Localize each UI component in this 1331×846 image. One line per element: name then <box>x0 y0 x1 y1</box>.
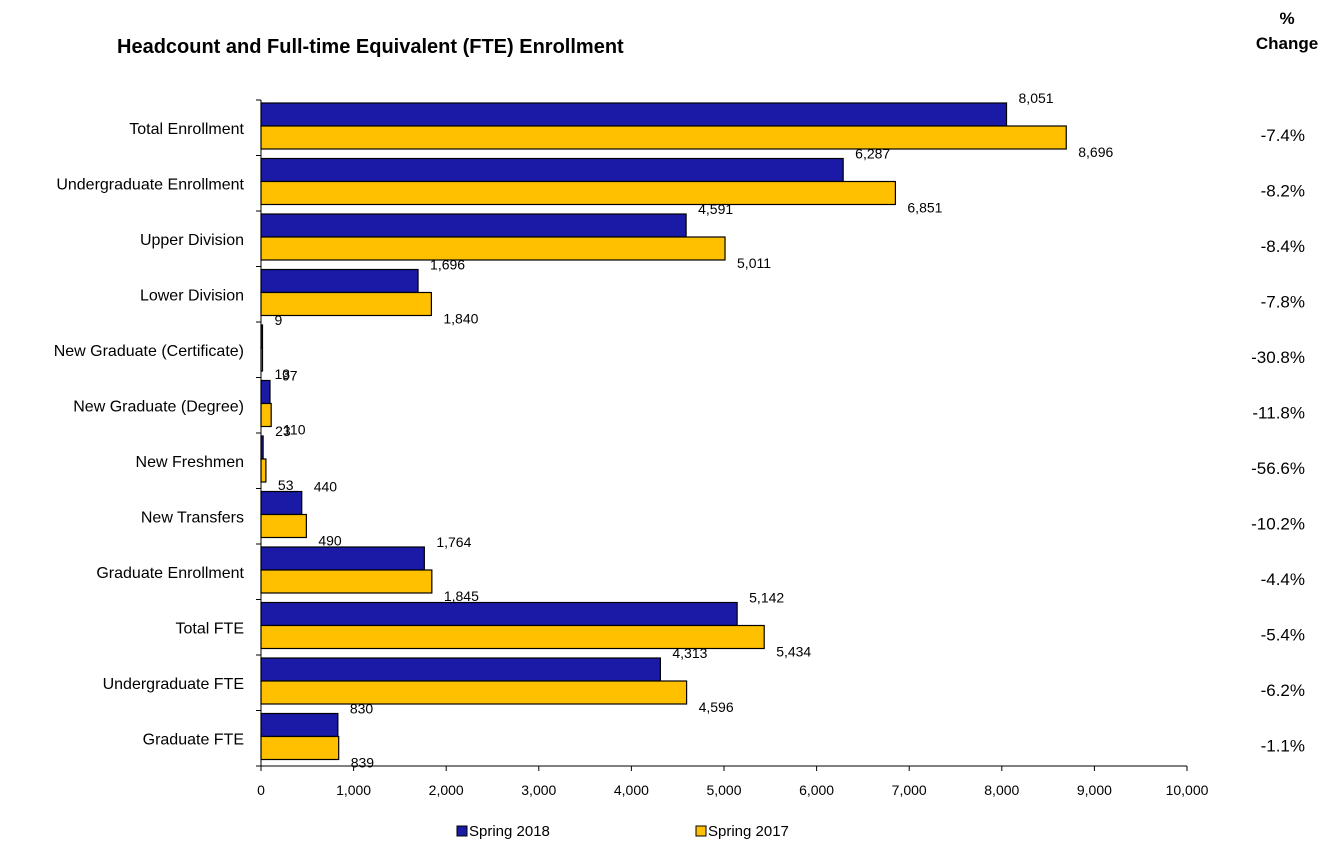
pct-change-undergraduate-enrollment: -8.2% <box>1261 181 1305 200</box>
bar-new-graduate-degree-spring-2018 <box>260 379 271 405</box>
value-label-new-graduate-certificate-spring-2017: 13 <box>275 366 291 382</box>
legend-swatch-spring-2018 <box>456 825 468 837</box>
bar-graduate-fte-spring-2017 <box>260 735 340 761</box>
value-label-graduate-fte-spring-2018: 830 <box>350 701 374 717</box>
value-label-undergraduate-enrollment-spring-2017: 6,851 <box>907 200 942 216</box>
category-label-total-fte: Total FTE <box>176 620 244 637</box>
value-label-new-graduate-degree-spring-2017: 110 <box>283 422 306 438</box>
x-tick-label: 7,000 <box>892 782 927 798</box>
value-label-total-fte-spring-2018: 5,142 <box>749 590 784 606</box>
bar-undergraduate-fte-spring-2018 <box>260 657 661 682</box>
legend-label-spring-2017: Spring 2017 <box>708 823 789 840</box>
category-label-new-graduate-degree: New Graduate (Degree) <box>73 398 244 415</box>
pct-change-total-fte: -5.4% <box>1261 625 1305 644</box>
category-label-upper-division: Upper Division <box>140 232 244 249</box>
value-label-upper-division-spring-2017: 5,011 <box>737 255 771 271</box>
x-tick-label: 6,000 <box>799 782 834 798</box>
value-label-total-fte-spring-2017: 5,434 <box>776 644 811 660</box>
x-tick-label: 5,000 <box>706 782 741 798</box>
bar-upper-division-spring-2018 <box>260 213 687 238</box>
pct-change-header-line2: Change <box>1256 34 1318 53</box>
category-label-graduate-enrollment: Graduate Enrollment <box>96 565 244 582</box>
value-label-undergraduate-fte-spring-2018: 4,313 <box>672 645 707 661</box>
plot-area: 8,051 8,696 Total Enrollment -7.4% 6,287 6,85… <box>54 90 1305 798</box>
pct-change-lower-division: -7.8% <box>1261 292 1305 311</box>
chart-title: Headcount and Full-time Equivalent (FTE)… <box>117 36 624 58</box>
bar-undergraduate-enrollment-spring-2017 <box>260 180 897 206</box>
category-label-new-freshmen: New Freshmen <box>136 454 244 471</box>
bar-new-transfers-spring-2018 <box>260 490 303 516</box>
bar-lower-division-spring-2017 <box>260 291 432 317</box>
value-label-undergraduate-fte-spring-2017: 4,596 <box>699 699 734 715</box>
pct-change-new-graduate-degree: -11.8% <box>1252 403 1305 422</box>
pct-change-graduate-fte: -1.1% <box>1261 736 1305 755</box>
value-label-upper-division-spring-2018: 4,591 <box>698 201 733 217</box>
value-label-graduate-enrollment-spring-2017: 1,845 <box>444 588 479 604</box>
bar-total-fte-spring-2018 <box>260 601 738 627</box>
category-label-undergraduate-enrollment: Undergraduate Enrollment <box>56 176 244 193</box>
pct-change-new-transfers: -10.2% <box>1251 514 1305 533</box>
bar-undergraduate-enrollment-spring-2018 <box>260 157 844 183</box>
value-label-undergraduate-enrollment-spring-2018: 6,287 <box>855 146 890 162</box>
x-tick-label: 10,000 <box>1166 782 1209 798</box>
pct-change-upper-division: -8.4% <box>1261 237 1305 256</box>
value-label-graduate-fte-spring-2017: 839 <box>351 755 375 771</box>
bar-graduate-fte-spring-2018 <box>260 712 339 738</box>
x-tick-label: 8,000 <box>984 782 1019 798</box>
value-label-total-enrollment-spring-2018: 8,051 <box>1019 90 1054 106</box>
value-label-total-enrollment-spring-2017: 8,696 <box>1078 144 1113 160</box>
bar-new-freshmen-spring-2017 <box>260 458 267 483</box>
value-label-new-freshmen-spring-2018: 23 <box>275 423 291 439</box>
legend-swatch-spring-2017 <box>695 825 707 837</box>
bar-upper-division-spring-2017 <box>260 236 726 261</box>
category-label-undergraduate-fte: Undergraduate FTE <box>103 676 244 693</box>
bar-lower-division-spring-2018 <box>260 268 419 294</box>
category-label-total-enrollment: Total Enrollment <box>129 121 244 138</box>
value-label-lower-division-spring-2017: 1,840 <box>443 311 478 327</box>
bar-total-enrollment-spring-2017 <box>260 125 1067 150</box>
bar-new-transfers-spring-2017 <box>260 513 307 539</box>
value-label-lower-division-spring-2018: 1,696 <box>430 257 465 273</box>
legend-label-spring-2018: Spring 2018 <box>469 823 550 840</box>
x-tick-label: 4,000 <box>614 782 649 798</box>
pct-change-undergraduate-fte: -6.2% <box>1261 681 1305 700</box>
value-label-new-freshmen-spring-2017: 53 <box>278 477 294 493</box>
value-label-new-transfers-spring-2018: 440 <box>314 479 338 495</box>
bar-undergraduate-fte-spring-2017 <box>260 680 688 705</box>
x-tick-label: 1,000 <box>336 782 371 798</box>
x-tick-label: 9,000 <box>1077 782 1112 798</box>
value-label-new-graduate-degree-spring-2018: 97 <box>282 368 298 384</box>
category-label-new-transfers: New Transfers <box>141 509 244 526</box>
pct-change-new-freshmen: -56.6% <box>1251 459 1305 478</box>
bar-graduate-enrollment-spring-2017 <box>260 569 433 594</box>
value-label-new-transfers-spring-2017: 490 <box>318 533 342 549</box>
pct-change-header-line1: % <box>1279 9 1294 28</box>
pct-change-graduate-enrollment: -4.4% <box>1261 570 1305 589</box>
legend: Spring 2018 Spring 2017 <box>456 823 789 840</box>
x-tick-label: 3,000 <box>521 782 556 798</box>
x-tick-label: 2,000 <box>429 782 464 798</box>
bar-new-graduate-degree-spring-2017 <box>260 402 272 428</box>
x-tick-label: 0 <box>257 782 265 798</box>
category-label-new-graduate-certificate: New Graduate (Certificate) <box>54 343 244 360</box>
category-label-graduate-fte: Graduate FTE <box>143 731 244 748</box>
pct-change-new-graduate-certificate: -30.8% <box>1251 348 1305 367</box>
value-label-graduate-enrollment-spring-2018: 1,764 <box>436 534 471 550</box>
pct-change-total-enrollment: -7.4% <box>1261 126 1305 145</box>
category-label-lower-division: Lower Division <box>140 287 244 304</box>
bar-graduate-enrollment-spring-2018 <box>260 546 425 571</box>
bar-total-enrollment-spring-2018 <box>260 102 1008 127</box>
value-label-new-graduate-certificate-spring-2018: 9 <box>275 312 283 328</box>
